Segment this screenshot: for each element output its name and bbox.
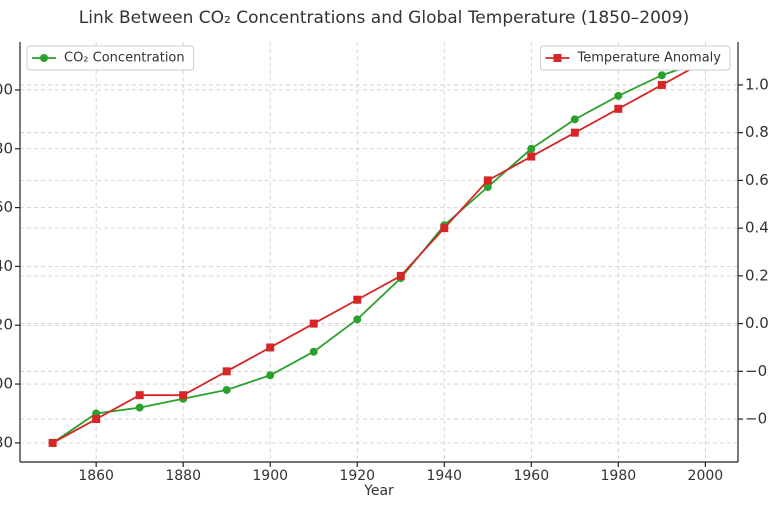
y-tick-label: 360 (0, 198, 13, 216)
x-tick-label: 1940 (426, 468, 462, 484)
y-tick-label: 280 (0, 433, 13, 451)
data-point (222, 367, 231, 376)
data-point (222, 385, 231, 394)
y2-tick-label: 1.0 (745, 75, 768, 93)
y2-tick-label: 0.8 (745, 123, 768, 141)
x-tick-label: 1880 (165, 468, 201, 484)
series-line (52, 60, 706, 444)
data-point (657, 71, 666, 80)
data-point (135, 403, 144, 412)
data-point (179, 391, 188, 400)
legend-marker (553, 54, 562, 62)
data-point (483, 183, 492, 191)
data-point (92, 415, 101, 424)
data-point (527, 144, 536, 153)
x-tick-label: 1960 (513, 468, 549, 484)
data-point (614, 104, 623, 113)
y-tick-label: 320 (0, 316, 13, 334)
data-point (353, 315, 362, 324)
y-tick-label: 340 (0, 257, 13, 275)
data-point (527, 152, 536, 161)
y2-tick-label: −0.2 (745, 362, 768, 380)
data-point (614, 91, 623, 100)
y2-tick-label: 0.0 (745, 314, 768, 332)
data-point (309, 319, 318, 328)
legend-marker (40, 54, 48, 62)
data-point (570, 128, 579, 137)
y-tick-label: 380 (0, 139, 13, 157)
data-point (570, 115, 579, 124)
legend-label: Temperature Anomaly (576, 51, 721, 66)
data-point (483, 176, 492, 185)
x-tick-label: 1980 (601, 468, 637, 484)
legend-box (26, 45, 195, 71)
x-tick-label: 1920 (339, 468, 375, 484)
legend-label: CO₂ Concentration (64, 51, 185, 66)
chart-title: Link Between CO₂ Concentrations and Glob… (79, 8, 689, 28)
y2-tick-label: 0.2 (745, 266, 768, 284)
series-line (52, 59, 706, 444)
data-point (396, 271, 405, 280)
y2-tick-label: 0.4 (745, 219, 768, 237)
data-point (135, 391, 144, 400)
data-point (266, 343, 275, 352)
x-tick-label: 1900 (252, 468, 288, 484)
data-point (309, 347, 318, 356)
data-point (657, 80, 666, 89)
y-tick-label: 300 (0, 375, 13, 393)
y-tick-label: 400 (0, 80, 13, 98)
data-point (440, 224, 449, 233)
data-point (266, 371, 275, 380)
y2-tick-label: 0.6 (745, 171, 768, 189)
x-tick-label: 2000 (688, 468, 724, 484)
legend-box (539, 45, 731, 71)
data-point (48, 438, 57, 447)
y2-tick-label: −0.4 (745, 410, 768, 428)
x-tick-label: 1860 (78, 468, 114, 484)
data-point (353, 295, 362, 304)
x-axis-label: Year (363, 483, 394, 499)
